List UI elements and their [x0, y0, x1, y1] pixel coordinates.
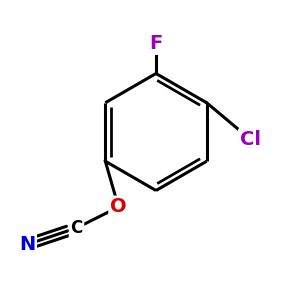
- Text: C: C: [70, 219, 83, 237]
- Text: Cl: Cl: [240, 130, 261, 149]
- Text: N: N: [19, 235, 35, 254]
- Text: O: O: [110, 197, 127, 217]
- Text: F: F: [149, 34, 163, 53]
